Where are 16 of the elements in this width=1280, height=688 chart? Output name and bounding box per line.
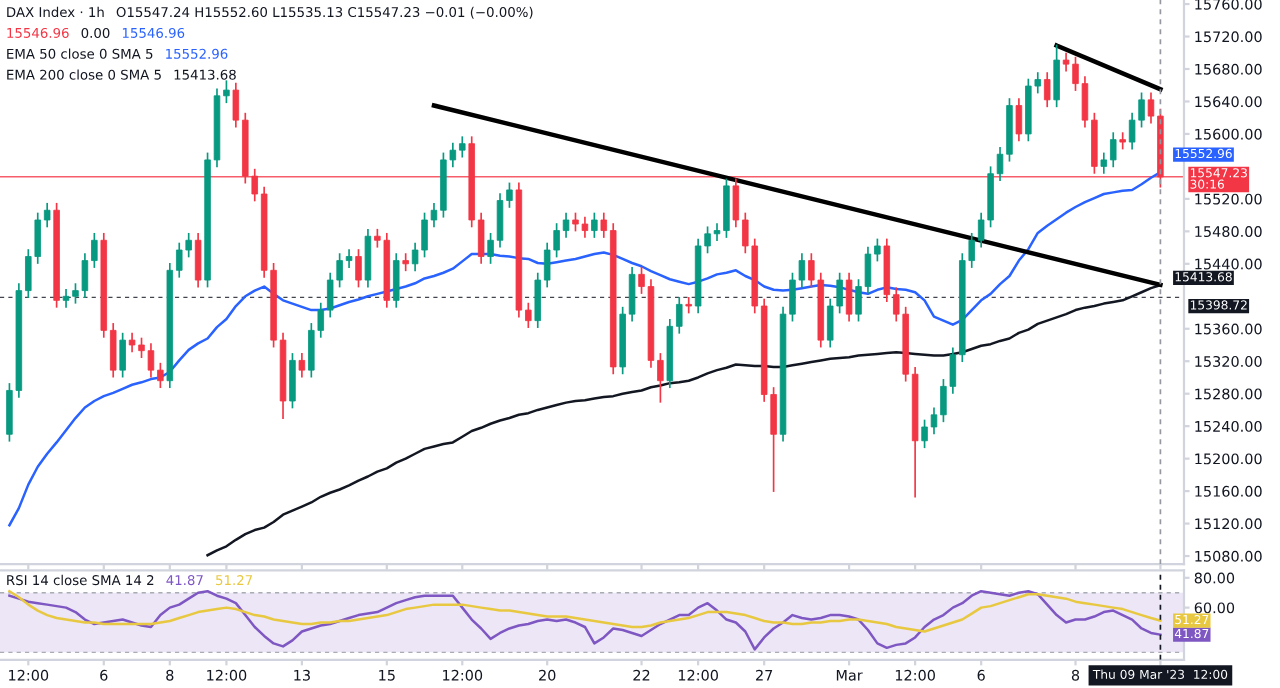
candlestick <box>1053 44 1060 108</box>
candlestick <box>298 353 306 378</box>
candlestick <box>845 272 853 322</box>
candlestick <box>392 253 400 308</box>
candlestick <box>289 353 296 409</box>
candlestick <box>1015 98 1023 142</box>
candlestick <box>364 228 372 288</box>
line-series <box>8 589 1162 633</box>
candlestick <box>1043 72 1051 108</box>
candlestick <box>355 249 362 288</box>
candlestick <box>194 232 202 288</box>
candlestick <box>119 332 126 378</box>
candlestick <box>402 253 409 272</box>
candlestick <box>591 212 598 238</box>
candlestick <box>685 297 692 314</box>
candlestick <box>1119 132 1126 150</box>
